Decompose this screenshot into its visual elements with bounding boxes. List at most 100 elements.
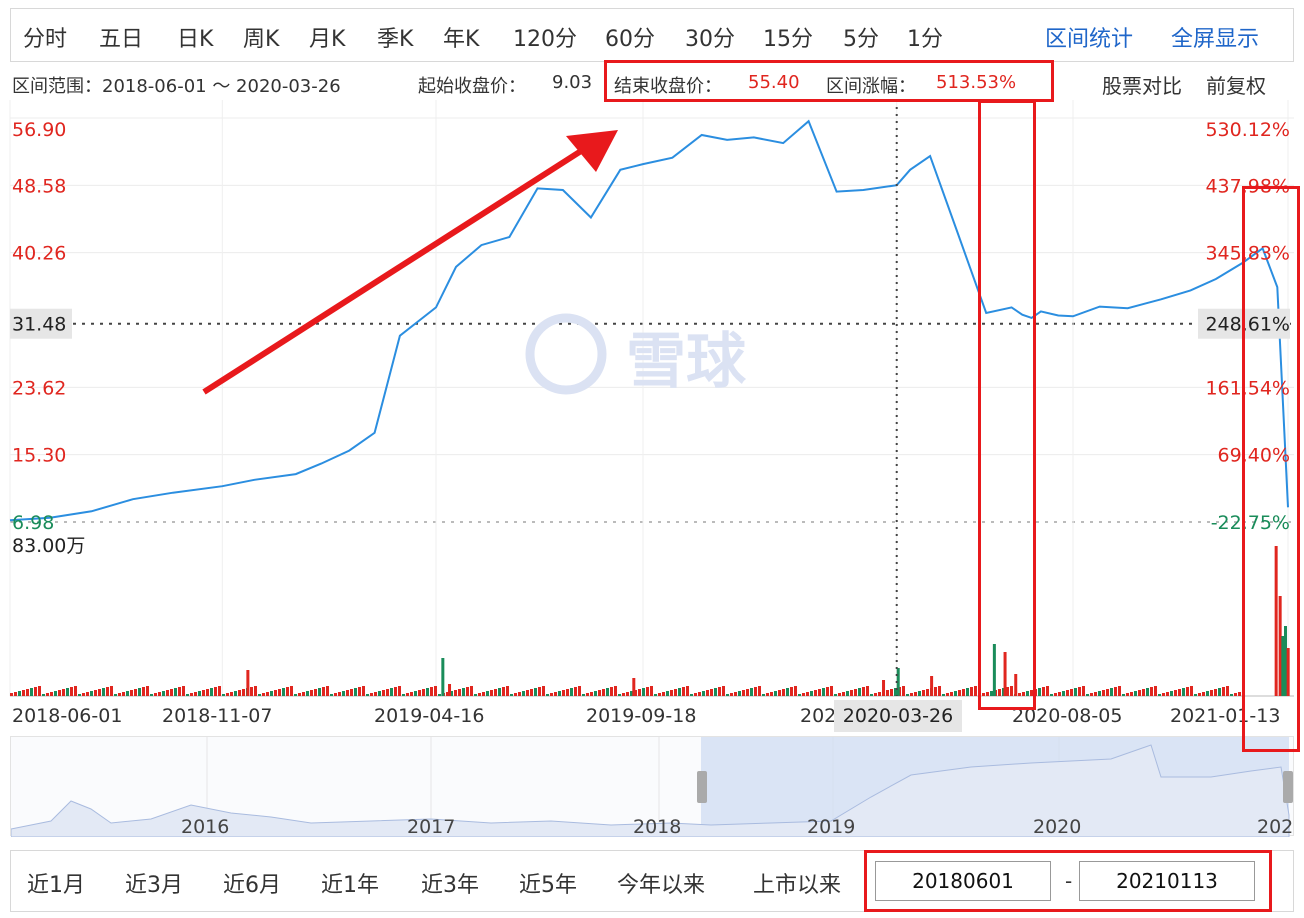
preset-ytd[interactable]: 今年以来	[617, 873, 706, 898]
volume-bar	[598, 690, 601, 696]
volume-bar	[214, 687, 217, 696]
volume-bar	[250, 687, 253, 696]
fullscreen-link[interactable]: 全屏显示	[1171, 27, 1260, 52]
volume-bar	[1126, 693, 1129, 696]
tab-120min[interactable]: 120分	[513, 27, 577, 52]
volume-bar	[206, 689, 209, 696]
volume-bar	[30, 688, 33, 696]
volume-bar	[914, 692, 917, 696]
volume-bar	[1278, 596, 1282, 696]
volume-bar	[34, 687, 37, 696]
price-line	[9, 119, 1289, 522]
preset-1y[interactable]: 近1年	[321, 873, 379, 898]
y-axis-left-label: 23.62	[12, 377, 66, 399]
volume-bar	[490, 690, 493, 696]
volume-bar	[674, 689, 677, 696]
volume-bar	[818, 689, 821, 696]
tab-15min[interactable]: 15分	[763, 27, 813, 52]
tab-30min[interactable]: 30分	[685, 27, 735, 52]
start-date-input[interactable]	[875, 861, 1051, 901]
interval-stats-link[interactable]: 区间统计	[1045, 27, 1134, 52]
volume-bar	[594, 691, 597, 696]
volume-bar	[234, 691, 237, 696]
volume-bar	[386, 689, 389, 696]
preset-3m[interactable]: 近3月	[125, 873, 183, 898]
adjust-mode-button[interactable]: 前复权	[1206, 74, 1266, 98]
price-volume-chart[interactable]: 雪球 56.90 48.58 40.26 31.48 23.62 15.30 6.9883.…	[0, 100, 1304, 740]
volume-bar	[230, 692, 233, 696]
volume-bar	[1194, 694, 1197, 696]
volume-bar	[118, 693, 121, 696]
tab-5min[interactable]: 5分	[843, 27, 879, 52]
tab-fenshi[interactable]: 分时	[23, 27, 68, 52]
y-axis-left-label: 6.98	[12, 512, 54, 534]
volume-bar	[738, 691, 741, 696]
volume-bar	[450, 691, 453, 696]
volume-bar	[14, 692, 17, 696]
volume-bar	[506, 686, 509, 696]
volume-bar	[462, 688, 465, 696]
y-axis-right-label: 437.98%	[1205, 175, 1290, 197]
tab-five-day[interactable]: 五日	[99, 27, 144, 52]
end-date-input[interactable]	[1079, 861, 1255, 901]
navigator-handle-left[interactable]	[697, 771, 707, 803]
volume-bar	[850, 690, 853, 696]
volume-bar	[258, 694, 261, 696]
preset-6m[interactable]: 近6月	[223, 873, 281, 898]
volume-bar	[362, 686, 365, 696]
preset-since-ipo[interactable]: 上市以来	[753, 873, 842, 898]
navigator-year-label: 2020	[1033, 816, 1081, 837]
crosshair-date-bg	[834, 700, 962, 732]
volume-bar	[1218, 688, 1221, 696]
volume-bar	[494, 689, 497, 696]
volume-bar	[62, 689, 65, 696]
volume-bar	[896, 668, 900, 696]
tab-day-k[interactable]: 日K	[177, 27, 214, 52]
tab-month-k[interactable]: 月K	[309, 27, 346, 52]
range-navigator[interactable]: 2016 2017 2018 2019 2020 202	[10, 736, 1295, 838]
volume-bar	[78, 694, 81, 696]
volume-bar	[962, 689, 965, 696]
volume-bar	[750, 688, 753, 696]
volume-bar	[448, 684, 452, 696]
volume-bar	[422, 689, 425, 696]
volume-bar	[786, 688, 789, 696]
volume-bar	[1134, 691, 1137, 696]
tab-quarter-k[interactable]: 季K	[377, 27, 414, 52]
preset-3y[interactable]: 近3年	[421, 873, 479, 898]
tab-1min[interactable]: 1分	[907, 27, 943, 52]
volume-bar	[1003, 652, 1007, 696]
stock-compare-button[interactable]: 股票对比	[1102, 74, 1182, 98]
y-axis-left-label: 56.90	[12, 119, 66, 141]
preset-5y[interactable]: 近5年	[519, 873, 577, 898]
volume-bar	[1006, 687, 1009, 696]
volume-bar	[158, 692, 161, 696]
preset-1m[interactable]: 近1月	[27, 873, 85, 898]
y-axis-right-label: 248.61%	[1205, 314, 1290, 336]
volume-bar	[346, 690, 349, 696]
volume-bar	[1283, 626, 1287, 696]
volume-bar	[942, 694, 945, 696]
x-axis-label: 2019-04-16	[374, 705, 484, 727]
volume-bar	[986, 692, 989, 696]
navigator-handle-right[interactable]	[1283, 771, 1293, 803]
volume-bar	[1106, 689, 1109, 696]
volume-bar	[1222, 687, 1225, 696]
volume-bar	[922, 690, 925, 696]
volume-bar	[66, 688, 69, 696]
navigator-svg[interactable]: 2016 2017 2018 2019 2020 202	[10, 737, 1295, 838]
volume-bar	[574, 687, 577, 696]
volume-bar	[162, 691, 165, 696]
volume-bar	[98, 689, 101, 696]
volume-bar	[1154, 686, 1157, 696]
right-axis: 530.12% 437.98% 345.83% 248.61% 161.54% 69.40…	[1198, 119, 1290, 534]
volume-bar	[74, 686, 77, 696]
volume-bar	[654, 694, 657, 696]
volume-bar	[670, 690, 673, 696]
volume-bar	[974, 686, 977, 696]
volume-bar	[278, 689, 281, 696]
tab-week-k[interactable]: 周K	[243, 27, 280, 52]
volume-bar	[342, 691, 345, 696]
tab-60min[interactable]: 60分	[605, 27, 655, 52]
tab-year-k[interactable]: 年K	[443, 27, 480, 52]
